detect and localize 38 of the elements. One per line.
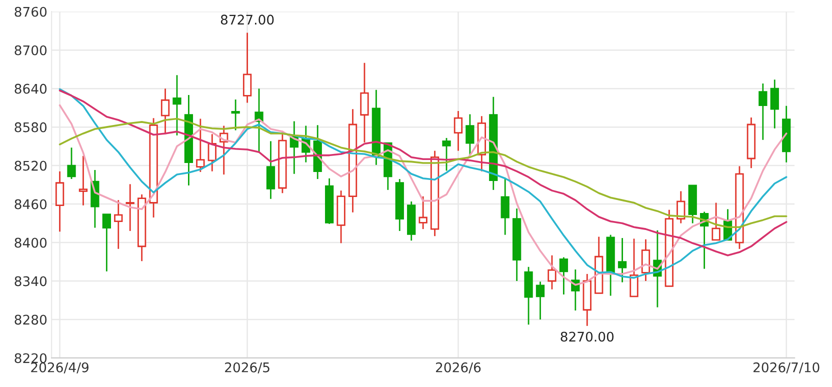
candlestick (266, 140, 276, 200)
y-tick-label: 8400 (14, 238, 47, 248)
candlestick (172, 74, 182, 136)
candlestick (78, 155, 88, 206)
candlestick (454, 110, 463, 152)
y-tick-label: 8760 (14, 6, 47, 17)
x-tick-label: 2026/7/10 (753, 362, 820, 374)
candlestick (55, 170, 64, 232)
candlestick (126, 183, 134, 232)
candlestick (360, 62, 369, 144)
candlestick (242, 32, 252, 104)
x-tick-label: 2026/6 (436, 362, 481, 374)
candlestick (746, 116, 756, 169)
y-tick-label: 8640 (14, 84, 47, 94)
y-tick-label: 8340 (14, 276, 47, 286)
candlestick (782, 105, 791, 164)
y-tick-label: 8220 (14, 353, 47, 364)
candlestick (114, 199, 123, 250)
y-tick-label: 8580 (14, 122, 47, 132)
y-tick-label: 8520 (14, 160, 47, 171)
y-tick-label: 8460 (14, 199, 47, 210)
x-tick-label: 2026/5 (225, 362, 270, 374)
candlestick (536, 280, 545, 320)
y-tick-label: 8700 (14, 45, 47, 56)
candlestick (160, 88, 170, 135)
candlestick (618, 237, 627, 283)
y-tick-label: 8280 (14, 314, 47, 325)
candlestick (512, 208, 522, 282)
candlestick (418, 196, 428, 230)
candlestick (231, 98, 240, 131)
candlestick (466, 114, 474, 156)
candlestick (758, 82, 768, 141)
candlestick (582, 273, 592, 327)
candlestick (770, 78, 779, 130)
annotation: 8270.00 (560, 332, 614, 342)
annotation: 8727.00 (220, 14, 274, 25)
candlestick (500, 177, 510, 236)
x-tick-label: 2026/4/9 (31, 362, 88, 374)
